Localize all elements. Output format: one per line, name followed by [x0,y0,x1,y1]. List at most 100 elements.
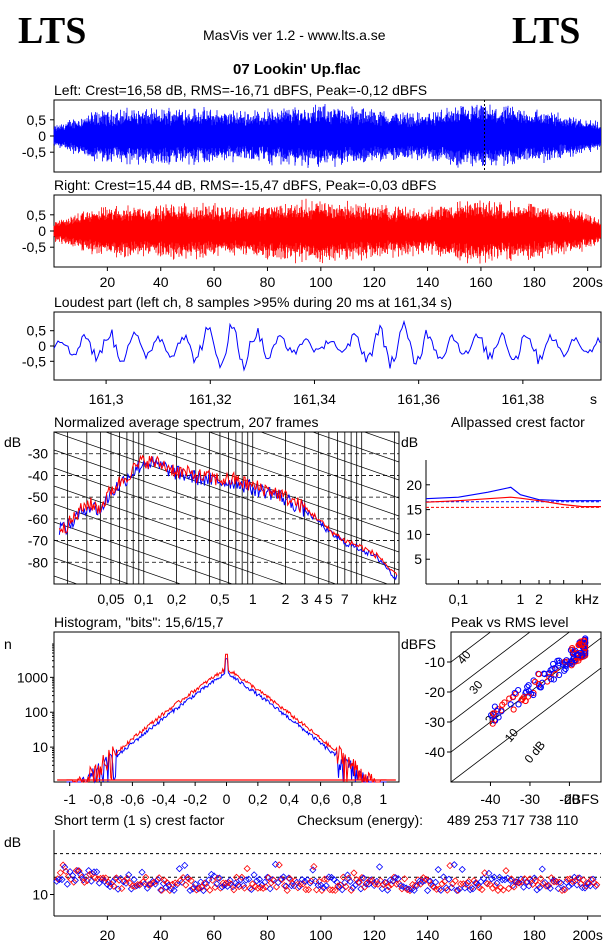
peak-rms-point [555,671,563,679]
spectrum-ylabel: dB [4,434,22,450]
short-term-point [279,873,288,881]
short-term-point [545,881,553,890]
short-term-point [234,881,242,889]
short-term-point [77,870,85,879]
short-term-point [375,863,384,871]
short-term-point [371,880,379,888]
short-term-point [342,882,350,891]
short-term-xtick-label: 180 [523,927,547,943]
short-term-point [561,886,569,894]
short-term-point [110,882,118,890]
short-term-point [288,879,297,887]
short-term-xtick-label: 200s [572,927,602,943]
short-term-point [358,873,366,882]
short-term-point [58,875,66,884]
short-term-point [558,886,566,894]
short-term-point [493,879,501,887]
short-term-point [62,867,70,875]
short-term-point [481,869,489,877]
spectrum-ytick-label: -30 [28,446,48,462]
spectrum-ytick-label: -40 [28,467,48,483]
short-term-point [437,886,445,894]
spectrum-xtick-label: 1 [249,591,257,607]
waveform-xtick-label: 60 [206,274,222,290]
short-term-point [306,879,314,887]
short-term-point [178,878,186,886]
short-term-point [319,884,328,892]
short-term-point [423,886,432,895]
spectrum-xtick-label: 0,2 [167,591,187,607]
short-term-point [277,875,285,883]
short-term-ytick-label: 10 [32,887,48,903]
spectrum-slope-line [54,306,399,426]
short-term-point [120,877,129,885]
spectrum-xtick-label: 5 [325,591,333,607]
short-term-point [63,880,71,888]
short-term-point [461,884,469,892]
short-term-point [69,872,77,880]
spectrum-ytick-label: -80 [28,554,48,570]
short-term-point [237,876,245,884]
short-term-point [457,880,465,888]
allpassed-crest-title: Allpassed crest factor [451,414,585,430]
short-term-point [531,877,539,885]
short-term-point [61,863,69,871]
loudest-xtick-label: 161,34 [293,391,336,407]
short-term-point [488,875,496,883]
short-term-point [115,876,123,884]
short-term-point [578,884,586,892]
peak-rms-xtick-label: -40 [480,791,500,807]
short-term-point [142,873,150,881]
short-term-point [195,884,203,892]
short-term-point [378,885,386,893]
short-term-point [99,874,107,882]
short-term-point [127,885,135,893]
spectrum-ytick-label: -50 [28,489,48,505]
short-term-point [491,882,499,890]
short-term-point [318,886,326,894]
short-term-point [565,882,573,890]
short-term-point [80,878,88,886]
spectrum-slope-line [208,432,399,499]
peak-rms-crest-line [451,632,571,723]
short-term-point [563,875,571,883]
short-term-point [438,880,446,888]
short-term-point [158,886,166,894]
short-term-point [346,877,354,886]
histogram-xtick-label: 1 [379,791,387,807]
short-term-point [538,865,546,873]
allpassed-left-series [425,486,601,502]
short-term-point [250,871,258,879]
short-term-point [170,886,178,894]
allpassed-xtick-label: 0,1 [449,591,469,607]
peak-rms-point [562,665,569,673]
checksum-label: Checksum (energy): [297,812,424,828]
spectrum-xtick-label: 2 [282,591,290,607]
short-term-point [593,881,601,889]
short-term-xtick-label: 100 [309,927,333,943]
peak-rms-point [550,676,558,683]
short-term-point [230,886,238,894]
waveform-xtick-label: 160 [469,274,493,290]
short-term-point [208,876,217,884]
peak-rms-point [581,636,589,643]
short-term-point [312,886,321,894]
short-term-point [589,875,597,883]
short-term-point [309,866,317,874]
spectrum-slope-line [54,666,399,786]
loudest-ytick-label: -0,5 [22,353,46,369]
left-waveform-title: Left: Crest=16,58 dB, RMS=-16,71 dBFS, P… [54,82,428,98]
short-term-point [56,869,64,877]
short-term-point [242,876,250,884]
short-term-point [411,881,419,889]
short-term-point [553,878,561,886]
peak-rms-crest-line [451,637,601,753]
left-waveform-ytick-label: -0,5 [22,144,46,160]
short-term-point [401,875,409,883]
spectrum-slope-line [54,521,234,584]
short-term-point [215,874,223,882]
short-term-point [263,873,272,881]
short-term-point [413,882,421,890]
spectrum-xtick-label: 3 [301,591,309,607]
peak-rms-point [490,710,497,717]
